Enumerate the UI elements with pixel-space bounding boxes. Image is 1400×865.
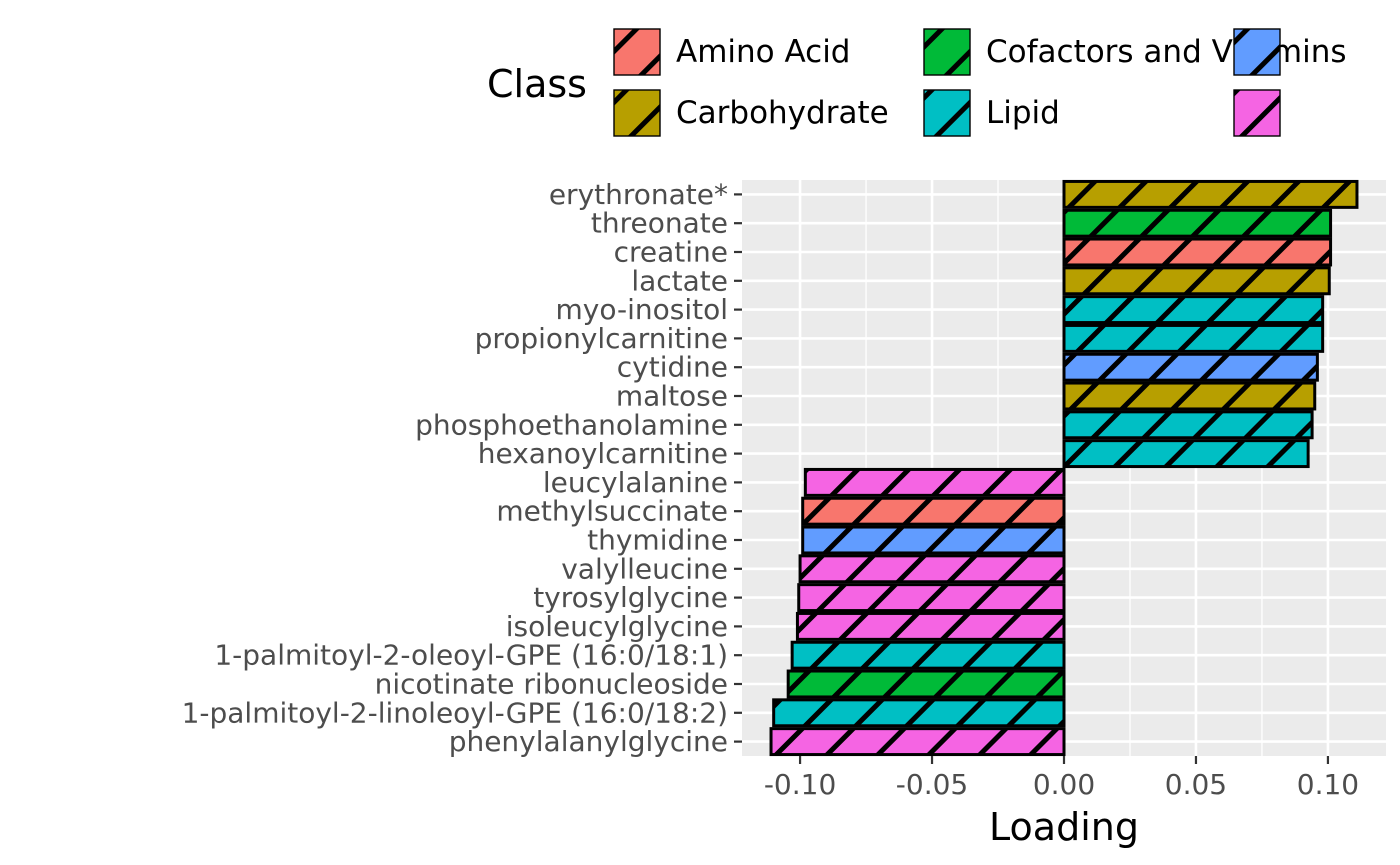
- legend-key: [923, 28, 971, 76]
- y-tick-label: myo-inositol: [555, 293, 728, 326]
- x-axis-title: Loading: [989, 805, 1139, 849]
- y-tick-label: phenylalanylglycine: [449, 725, 728, 758]
- y-axis: erythronate*threonatecreatinelactatemyo-…: [182, 178, 742, 758]
- y-tick-label: threonate: [591, 207, 728, 240]
- y-tick-label: methylsuccinate: [496, 495, 728, 528]
- x-tick-label: 0.10: [1297, 768, 1359, 801]
- bar-16: [790, 640, 1066, 670]
- y-tick-label: 1-palmitoyl-2-oleoyl-GPE (16:0/18:1): [214, 639, 728, 672]
- y-tick-label: nicotinate ribonucleoside: [375, 668, 728, 701]
- bar-8: [1062, 410, 1314, 440]
- bar-7: [1062, 381, 1317, 411]
- legend-title: Class: [487, 62, 587, 106]
- y-tick-label: erythronate*: [549, 178, 728, 211]
- y-tick-label: propionylcarnitine: [475, 322, 728, 355]
- legend-key: [613, 28, 661, 76]
- bar-1: [1062, 208, 1333, 238]
- bar-18: [772, 698, 1066, 728]
- legend-label: Cofactors and Vitamins: [986, 34, 1347, 70]
- x-axis: -0.10 -0.05 0.00 0.05 0.10: [764, 756, 1359, 801]
- y-tick-label: 1-palmitoyl-2-linoleoyl-GPE (16:0/18:2): [182, 696, 728, 729]
- bar-19: [769, 727, 1066, 757]
- bar-13: [798, 554, 1066, 584]
- legend-label: Lipid: [986, 95, 1060, 131]
- y-tick-label: lactate: [631, 264, 728, 297]
- y-tick-label: isoleucylglycine: [506, 610, 728, 643]
- y-tick-label: thymidine: [587, 524, 728, 557]
- bar-11: [801, 496, 1066, 526]
- bar-2: [1062, 237, 1333, 267]
- x-tick-label: -0.05: [896, 768, 968, 801]
- x-tick-label: 0.00: [1033, 768, 1095, 801]
- bar-6: [1062, 352, 1319, 382]
- legend: Class Amino Acid Carbohydrate Cofactors an…: [487, 28, 1347, 137]
- bar-3: [1062, 266, 1331, 296]
- y-tick-label: hexanoylcarnitine: [478, 437, 728, 470]
- legend-key: [613, 89, 661, 137]
- legend-key: [1233, 89, 1281, 137]
- bar-12: [801, 525, 1066, 555]
- legend-label: Carbohydrate: [676, 95, 889, 131]
- bar-4: [1062, 295, 1325, 325]
- y-tick-label: valylleucine: [561, 552, 728, 585]
- bar-14: [797, 583, 1066, 613]
- y-tick-label: leucylalanine: [543, 466, 728, 499]
- bars: [769, 179, 1359, 757]
- bar-5: [1062, 323, 1325, 353]
- y-tick-label: cytidine: [617, 351, 728, 384]
- y-tick-label: phosphoethanolamine: [415, 408, 728, 441]
- legend-label: Amino Acid: [676, 34, 850, 70]
- x-tick-label: 0.05: [1165, 768, 1227, 801]
- y-tick-label: tyrosylglycine: [533, 581, 728, 614]
- x-tick-label: -0.10: [764, 768, 836, 801]
- y-tick-label: creatine: [614, 236, 728, 269]
- bar-17: [786, 669, 1066, 699]
- legend-key: [923, 89, 971, 137]
- bar-0: [1062, 179, 1359, 209]
- legend-key: [1233, 28, 1281, 76]
- bar-15: [795, 611, 1066, 641]
- bar-10: [803, 467, 1066, 497]
- bar-9: [1062, 439, 1310, 469]
- y-tick-label: maltose: [616, 380, 728, 413]
